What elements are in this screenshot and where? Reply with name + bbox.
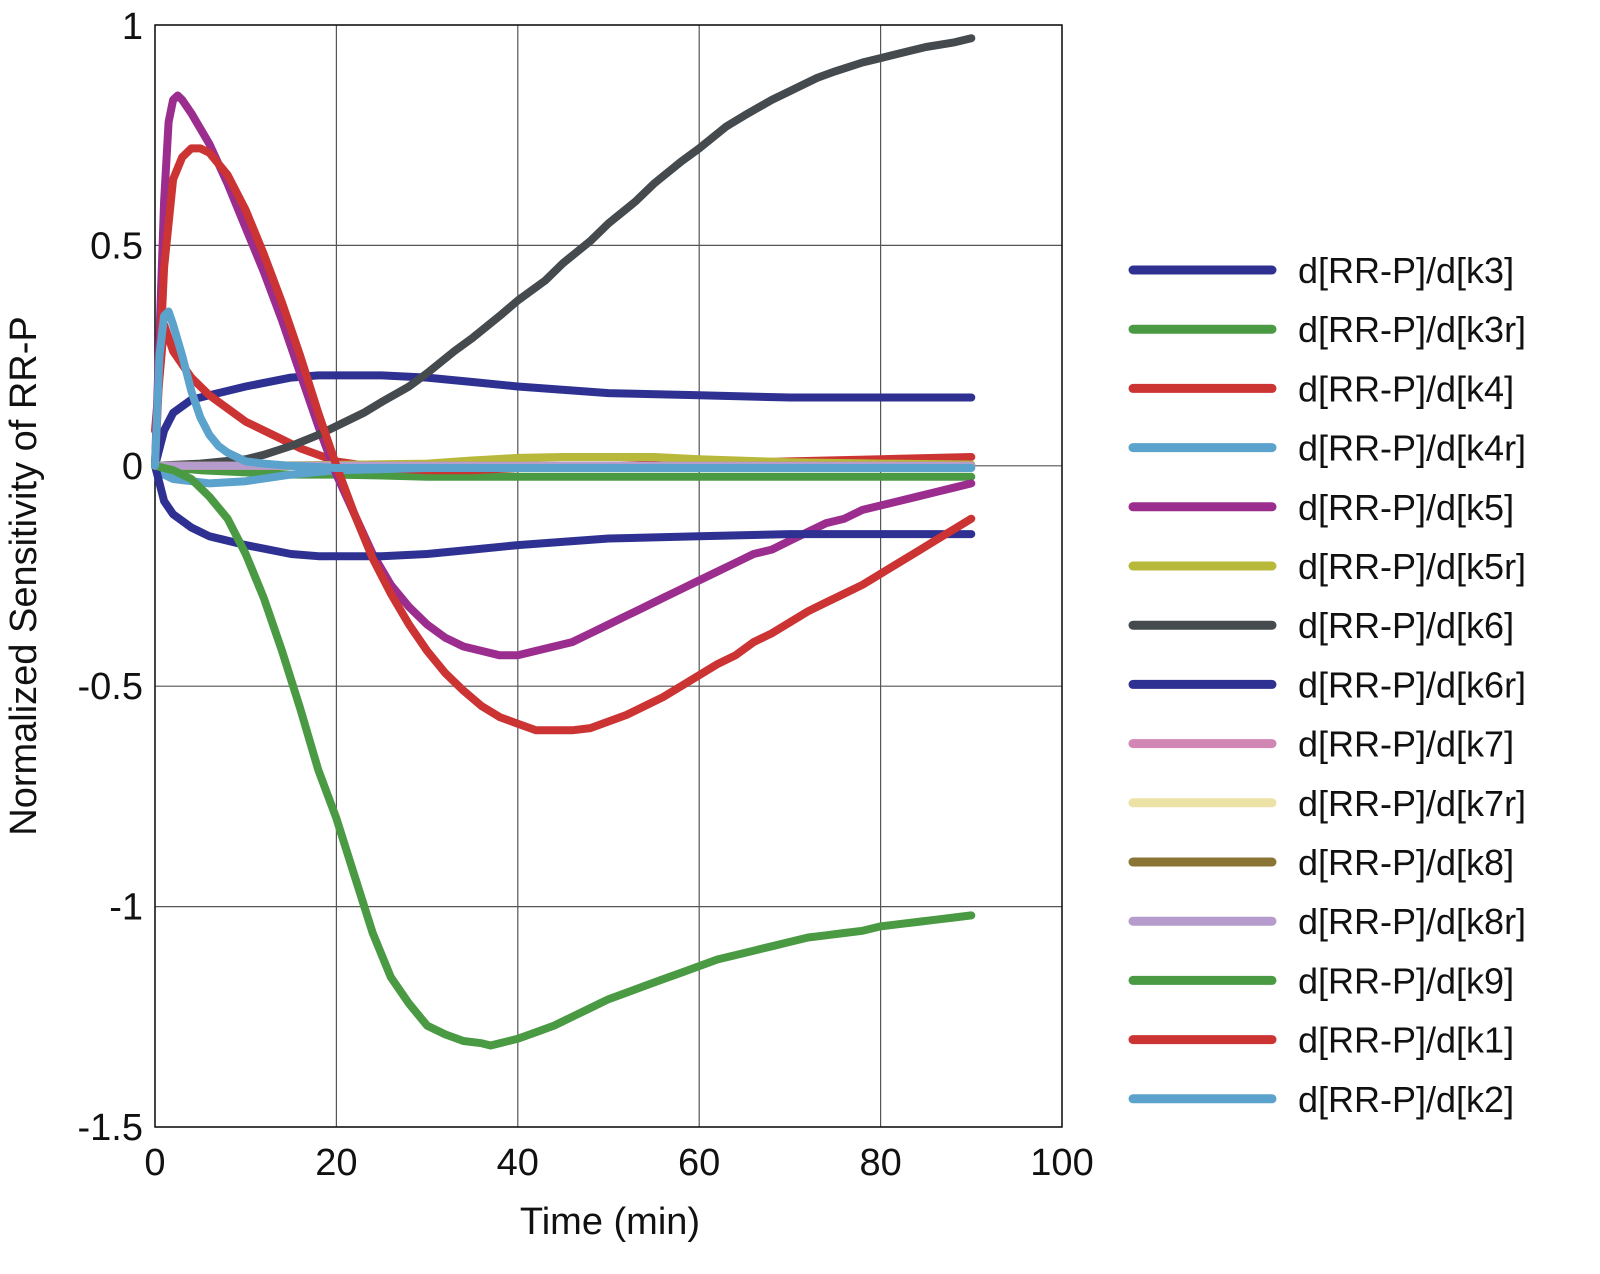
series-line-15 bbox=[151, 307, 976, 472]
legend: d[RR-P]/d[k3] d[RR-P]/d[k3r] d[RR-P]/d[k4]… bbox=[1128, 250, 1526, 1120]
legend-label: d[RR-P]/d[k6] bbox=[1298, 605, 1514, 646]
legend-label: d[RR-P]/d[k5] bbox=[1298, 487, 1514, 528]
legend-label: d[RR-P]/d[k1] bbox=[1298, 1020, 1514, 1061]
x-tick-label: 20 bbox=[315, 1142, 357, 1184]
grid bbox=[154, 24, 1063, 1128]
x-tick-label: 0 bbox=[144, 1142, 165, 1184]
series-line-8 bbox=[151, 461, 976, 561]
tick-labels: 0 20 40 60 80 100 1 0.5 0 -0.5 -1 -1.5 bbox=[78, 6, 1094, 1184]
x-tick-label: 40 bbox=[497, 1142, 539, 1184]
legend-label: d[RR-P]/d[k4] bbox=[1298, 368, 1514, 409]
legend-label: d[RR-P]/d[k9] bbox=[1298, 960, 1514, 1001]
legend-label: d[RR-P]/d[k6r] bbox=[1298, 664, 1526, 705]
legend-label: d[RR-P]/d[k8r] bbox=[1298, 901, 1526, 942]
y-tick-label: 0 bbox=[122, 446, 143, 488]
x-tick-label: 80 bbox=[859, 1142, 901, 1184]
series-line-2 bbox=[151, 461, 976, 481]
y-tick-label: 0.5 bbox=[90, 225, 143, 267]
series-line-7 bbox=[151, 34, 976, 470]
y-tick-label: -0.5 bbox=[78, 666, 143, 708]
series-layer bbox=[151, 34, 976, 1050]
y-axis-title: Normalized Sensitivity of RR-P bbox=[3, 316, 45, 835]
x-tick-label: 60 bbox=[678, 1142, 720, 1184]
legend-label: d[RR-P]/d[k5r] bbox=[1298, 546, 1526, 587]
legend-label: d[RR-P]/d[k7] bbox=[1298, 724, 1514, 765]
legend-label: d[RR-P]/d[k8] bbox=[1298, 842, 1514, 883]
y-tick-label: 1 bbox=[122, 6, 143, 48]
series-line-14 bbox=[151, 144, 976, 735]
legend-label: d[RR-P]/d[k7r] bbox=[1298, 783, 1526, 824]
legend-label: d[RR-P]/d[k3] bbox=[1298, 250, 1514, 291]
series-line-5 bbox=[151, 91, 976, 660]
x-tick-label: 100 bbox=[1030, 1142, 1093, 1184]
y-tick-label: -1.5 bbox=[78, 1107, 143, 1149]
series-line-13 bbox=[151, 461, 976, 1050]
legend-label: d[RR-P]/d[k4r] bbox=[1298, 428, 1526, 469]
x-axis-title: Time (min) bbox=[520, 1201, 700, 1243]
y-tick-label: -1 bbox=[109, 887, 143, 929]
legend-label: d[RR-P]/d[k2] bbox=[1298, 1079, 1514, 1120]
plot-area-frame bbox=[154, 24, 1063, 1128]
legend-label: d[RR-P]/d[k3r] bbox=[1298, 309, 1526, 350]
